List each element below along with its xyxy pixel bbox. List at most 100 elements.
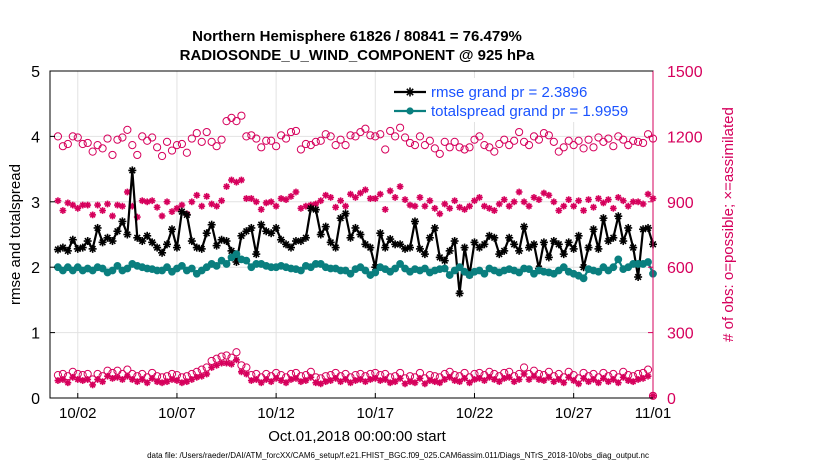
possible-obs-point — [500, 135, 509, 144]
assimilated-obs-point — [54, 197, 62, 205]
rmse-point — [450, 237, 459, 246]
rmse-point — [510, 240, 519, 249]
assimilated-obs-point — [247, 195, 255, 202]
assimilated-obs-point — [79, 377, 87, 384]
assimilated-obs-point — [614, 379, 622, 387]
possible-obs-point — [544, 131, 553, 140]
rmse-point — [336, 214, 345, 223]
possible-obs-point — [435, 149, 444, 158]
x-tick-label: 10/27 — [555, 405, 593, 422]
rmse-point — [83, 237, 92, 246]
possible-obs-point — [252, 134, 261, 143]
possible-obs-point — [624, 141, 633, 150]
x-axis-label: Oct.01,2018 00:00:00 start — [268, 428, 446, 445]
possible-obs-point — [564, 136, 573, 145]
assimilated-obs-point — [495, 378, 503, 386]
assimilated-obs-point — [471, 376, 478, 383]
assimilated-obs-point — [99, 378, 106, 386]
possible-obs-point — [162, 137, 172, 146]
rmse-point — [138, 237, 147, 246]
assimilated-obs-point — [624, 202, 632, 210]
rmse-point — [574, 231, 583, 240]
assimilated-obs-point — [218, 197, 225, 205]
possible-obs-point — [78, 139, 87, 149]
assimilated-obs-point — [138, 197, 146, 205]
totalspread-point — [440, 264, 449, 273]
assimilated-obs-point — [644, 372, 652, 380]
rmse-point — [490, 233, 499, 242]
assimilated-obs-point — [545, 373, 553, 381]
assimilated-obs-point — [624, 377, 632, 384]
possible-obs-point — [222, 351, 231, 360]
rmse-point — [158, 248, 167, 257]
rmse-point — [396, 240, 405, 249]
rmse-point — [381, 243, 390, 252]
assimilated-obs-point — [580, 374, 587, 382]
possible-obs-point — [118, 133, 127, 142]
rmse-point — [346, 233, 355, 242]
assimilated-obs-point — [213, 202, 221, 210]
assimilated-obs-point — [118, 376, 126, 383]
assimilated-obs-point — [376, 190, 384, 198]
possible-obs-point — [510, 136, 519, 145]
assimilated-obs-point — [138, 376, 146, 383]
assimilated-obs-point — [386, 379, 394, 387]
totalspread-point — [113, 261, 122, 270]
rmse-point — [247, 223, 256, 232]
rmse-point — [123, 230, 132, 239]
assimilated-obs-point — [59, 376, 67, 383]
assimilated-obs-point — [639, 200, 647, 208]
assimilated-obs-point — [500, 374, 508, 382]
possible-obs-point — [480, 141, 489, 150]
assimilated-obs-point — [84, 201, 92, 209]
assimilated-obs-point — [332, 374, 340, 382]
assimilated-obs-point — [188, 376, 196, 383]
assimilated-obs-point — [287, 376, 295, 383]
x-tick-label: 10/02 — [59, 405, 97, 422]
assimilated-obs-point — [193, 373, 201, 381]
assimilated-obs-point — [520, 198, 528, 206]
x-tick-label: 10/22 — [456, 405, 494, 422]
assimilated-obs-point — [302, 377, 310, 384]
possible-obs-point — [376, 130, 385, 139]
rmse-point — [88, 244, 97, 253]
assimilated-obs-point — [525, 376, 533, 383]
assimilated-obs-point — [406, 378, 414, 386]
assimilated-obs-point — [431, 204, 439, 212]
assimilated-obs-point — [322, 378, 330, 386]
possible-obs-point — [574, 136, 583, 145]
assimilated-obs-point — [540, 377, 548, 384]
assimilated-obs-point — [619, 197, 627, 205]
obs-count-markers — [53, 111, 658, 400]
rmse-point — [415, 244, 424, 253]
assimilated-obs-point — [530, 372, 538, 380]
possible-obs-point — [83, 138, 92, 148]
rmse-point — [455, 289, 464, 298]
assimilated-obs-point — [441, 200, 449, 208]
assimilated-obs-point — [74, 376, 82, 383]
assimilated-obs-point — [461, 206, 468, 213]
totalspread-point — [644, 258, 652, 266]
rmse-point — [470, 238, 479, 247]
assimilated-obs-point — [148, 197, 156, 205]
y-tick-label: 1 — [31, 326, 40, 343]
rmse-point — [242, 227, 251, 236]
possible-obs-point — [197, 137, 206, 146]
assimilated-obs-point — [619, 373, 627, 381]
possible-obs-point — [212, 142, 221, 151]
y-tick-label: 3 — [31, 195, 40, 212]
rmse-point — [252, 250, 261, 259]
assimilated-obs-point — [282, 379, 290, 387]
y-tick-label: 2 — [31, 260, 40, 277]
totalspread-point — [515, 268, 524, 277]
rmse-point — [143, 231, 152, 240]
rmse-point — [391, 240, 400, 249]
possible-obs-point — [495, 139, 504, 149]
assimilated-obs-point — [104, 200, 111, 208]
totalspread-point — [420, 264, 429, 273]
assimilated-obs-point — [223, 359, 230, 367]
possible-obs-point — [326, 132, 335, 141]
y-tick-label: 5 — [31, 64, 40, 81]
assimilated-obs-point — [337, 378, 344, 386]
assimilated-obs-point — [396, 183, 404, 190]
